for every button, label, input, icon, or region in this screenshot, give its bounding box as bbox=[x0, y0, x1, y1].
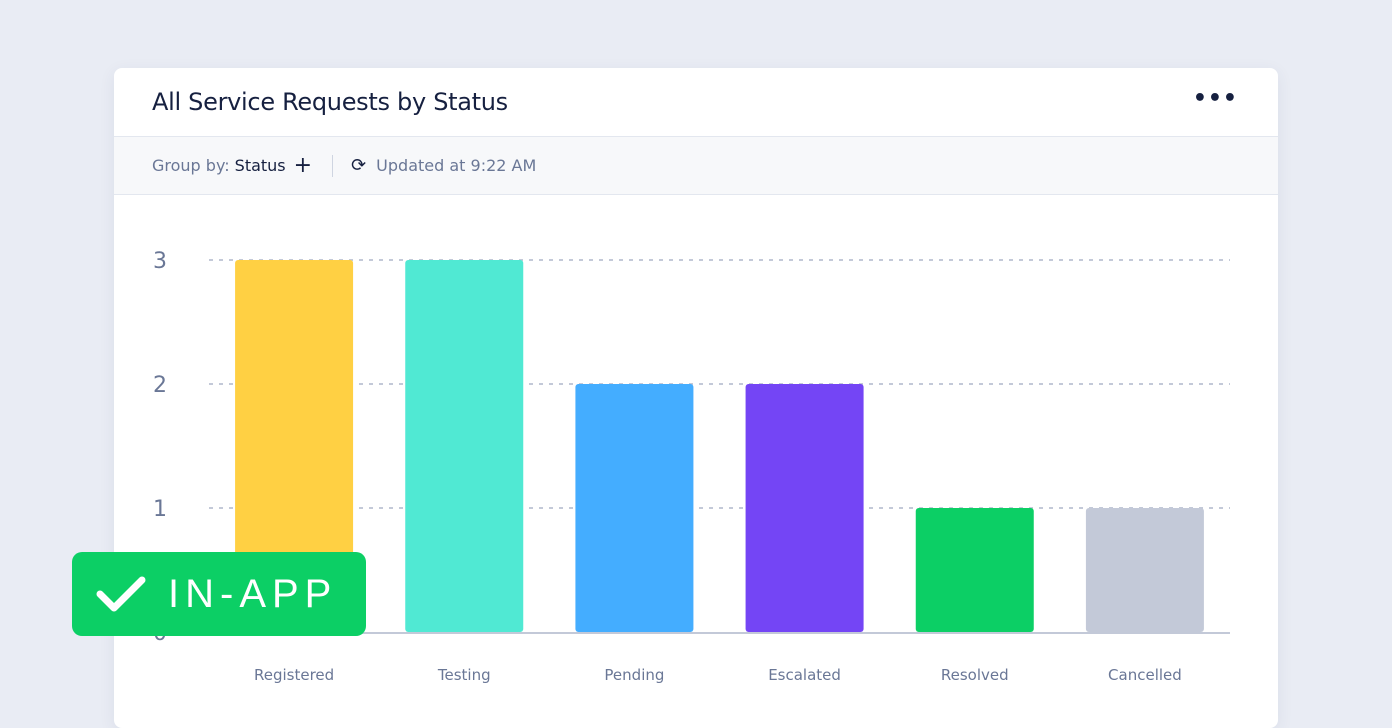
y-tick-label: 3 bbox=[153, 249, 167, 274]
bar-cancelled bbox=[1085, 508, 1204, 632]
group-by-value[interactable]: Status bbox=[234, 156, 286, 175]
card-header: All Service Requests by Status ••• bbox=[114, 68, 1278, 137]
badge-label: IN-APP bbox=[168, 571, 338, 616]
bar-pending bbox=[575, 384, 694, 632]
in-app-badge: IN-APP bbox=[72, 552, 366, 636]
x-tick-label: Registered bbox=[254, 666, 334, 684]
checkmark-icon bbox=[96, 576, 146, 612]
toolbar: Group by: Status + ⟳ Updated at 9:22 AM bbox=[114, 137, 1278, 195]
plus-icon[interactable]: + bbox=[293, 152, 313, 178]
card-title: All Service Requests by Status bbox=[152, 88, 508, 116]
more-horizontal-icon[interactable]: ••• bbox=[1192, 86, 1238, 111]
bar-resolved bbox=[915, 508, 1034, 632]
group-by-label: Group by: bbox=[152, 156, 230, 175]
x-tick-label: Testing bbox=[437, 666, 491, 684]
updated-timestamp: Updated at 9:22 AM bbox=[376, 156, 537, 175]
bar-testing bbox=[405, 260, 524, 632]
divider bbox=[332, 154, 334, 177]
bar-chart: 0123RegisteredTestingPendingEscalatedRes… bbox=[153, 249, 1230, 684]
x-tick-label: Resolved bbox=[941, 666, 1009, 684]
bar-registered bbox=[235, 260, 354, 632]
bar-escalated bbox=[745, 384, 864, 632]
y-tick-label: 2 bbox=[153, 373, 167, 398]
refresh-icon[interactable]: ⟳ bbox=[351, 155, 367, 176]
x-tick-label: Pending bbox=[604, 666, 664, 684]
x-tick-label: Escalated bbox=[768, 666, 841, 684]
y-tick-label: 1 bbox=[153, 497, 167, 522]
x-tick-label: Cancelled bbox=[1108, 666, 1182, 684]
